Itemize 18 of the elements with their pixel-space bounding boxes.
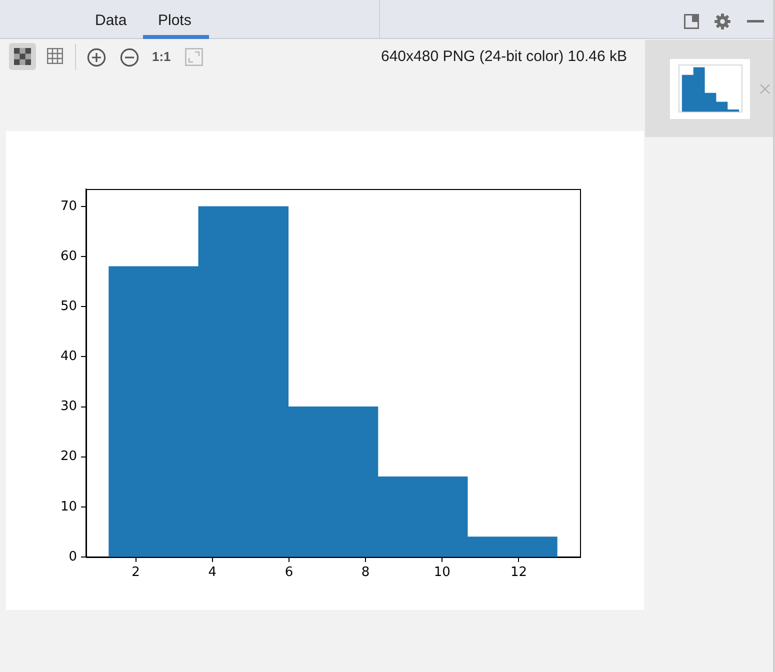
x-tick-label: 10 bbox=[434, 565, 450, 580]
x-tick-label: 12 bbox=[510, 565, 527, 580]
y-tick-label: 10 bbox=[60, 499, 77, 514]
x-tick-label: 6 bbox=[284, 565, 294, 580]
y-tick-label: 50 bbox=[60, 299, 77, 314]
y-tick-label: 70 bbox=[60, 198, 77, 214]
y-tick-label: 0 bbox=[68, 549, 77, 564]
y-tick-label: 20 bbox=[60, 449, 77, 464]
x-tick-label: 2 bbox=[132, 565, 140, 580]
text: Plots bbox=[158, 12, 192, 30]
text: Data bbox=[95, 12, 127, 30]
x-tick-label: 4 bbox=[208, 565, 217, 580]
y-tick-label: 30 bbox=[60, 399, 77, 414]
text: 640x480 PNG (24-bit color) 10.46 kB bbox=[381, 48, 627, 66]
text: 1:1 bbox=[152, 49, 171, 65]
x-tick-label: 8 bbox=[361, 565, 370, 580]
y-tick-label: 40 bbox=[60, 349, 77, 364]
y-tick-label: 60 bbox=[60, 248, 77, 264]
